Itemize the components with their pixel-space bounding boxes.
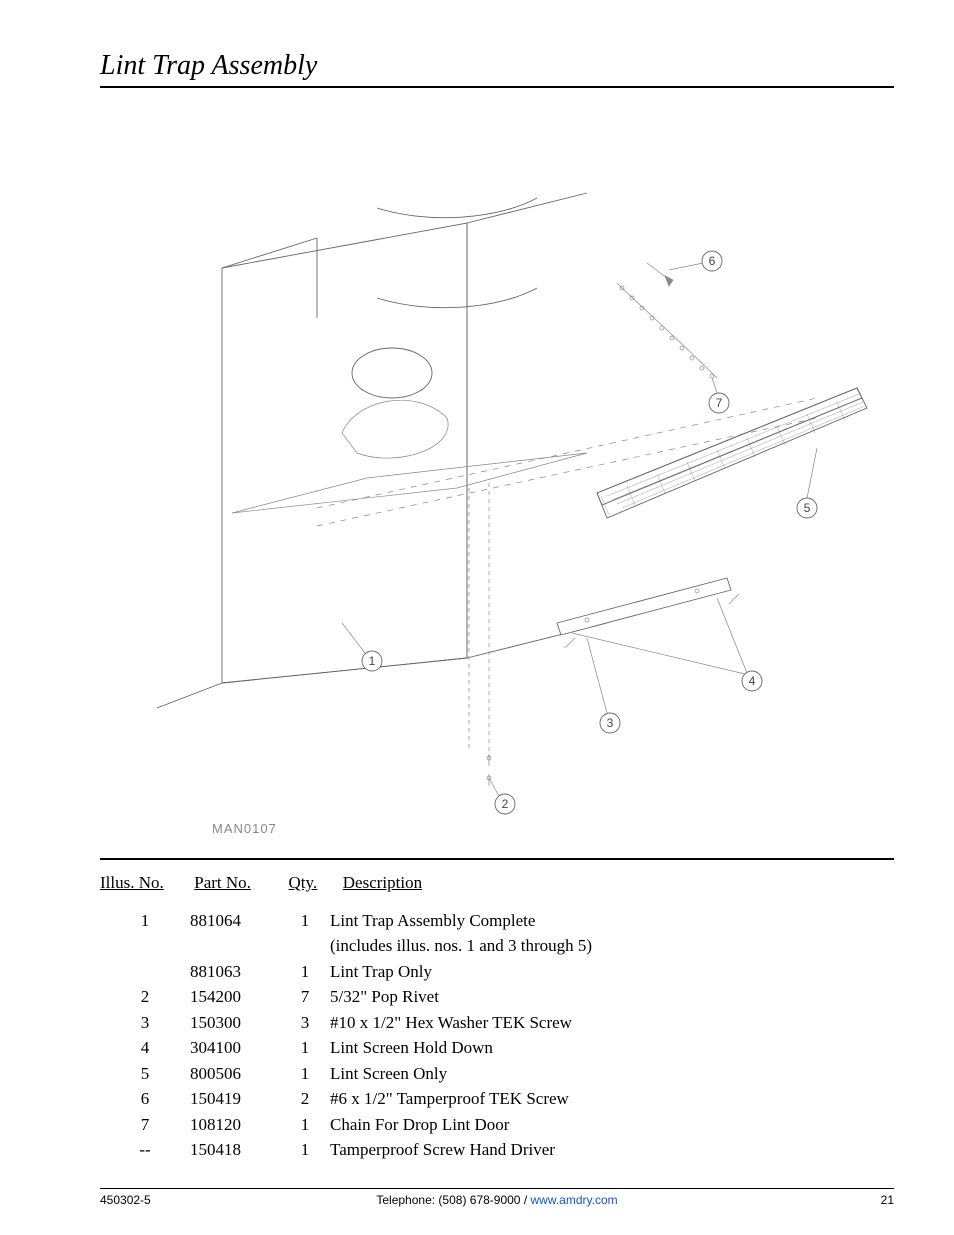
hdr-desc: Description	[343, 870, 823, 896]
page-footer: 450302-5 Telephone: (508) 678-9000 / www…	[100, 1188, 894, 1207]
footer-link[interactable]: www.amdry.com	[531, 1193, 618, 1207]
cell-illus: 5	[100, 1061, 190, 1087]
svg-text:6: 6	[709, 254, 716, 268]
cell-illus: 7	[100, 1112, 190, 1138]
svg-text:7: 7	[716, 396, 723, 410]
cell-desc: Lint Trap Only	[330, 959, 810, 985]
table-row: 8810631Lint Trap Only	[100, 959, 894, 985]
cell-qty: 7	[280, 984, 330, 1010]
hdr-qty: Qty.	[289, 870, 339, 896]
cell-part: 108120	[190, 1112, 280, 1138]
footer-phone: (508) 678-9000	[438, 1193, 520, 1207]
table-row: (includes illus. nos. 1 and 3 through 5)	[100, 933, 894, 959]
cell-illus: 6	[100, 1086, 190, 1112]
cell-illus: 3	[100, 1010, 190, 1036]
cell-part: 304100	[190, 1035, 280, 1061]
table-row: 71081201Chain For Drop Lint Door	[100, 1112, 894, 1138]
cell-part: 150300	[190, 1010, 280, 1036]
cell-desc: Chain For Drop Lint Door	[330, 1112, 810, 1138]
cell-qty: 3	[280, 1010, 330, 1036]
footer-sep: /	[524, 1193, 531, 1207]
cell-qty: 1	[280, 959, 330, 985]
hdr-illus: Illus. No.	[100, 870, 190, 896]
svg-text:3: 3	[607, 716, 614, 730]
callout-7: 7	[709, 378, 729, 413]
table-header-row: Illus. No. Part No. Qty. Description	[100, 870, 894, 896]
cell-qty: 1	[280, 1137, 330, 1163]
svg-text:1: 1	[369, 654, 376, 668]
parts-table: Illus. No. Part No. Qty. Description 188…	[100, 858, 894, 1163]
cell-qty: 2	[280, 1086, 330, 1112]
callout-5: 5	[797, 448, 817, 518]
cell-qty: 1	[280, 908, 330, 934]
cell-desc: 5/32" Pop Rivet	[330, 984, 810, 1010]
cell-qty: 1	[280, 1061, 330, 1087]
cell-illus: 4	[100, 1035, 190, 1061]
cell-part: 150418	[190, 1137, 280, 1163]
cell-desc: Lint Screen Hold Down	[330, 1035, 810, 1061]
footer-phone-label: Telephone:	[376, 1193, 435, 1207]
cell-part: 150419	[190, 1086, 280, 1112]
table-row: 215420075/32" Pop Rivet	[100, 984, 894, 1010]
cell-illus: --	[100, 1137, 190, 1163]
table-row: 61504192#6 x 1/2" Tamperproof TEK Screw	[100, 1086, 894, 1112]
svg-text:2: 2	[502, 797, 509, 811]
callout-1: 1	[342, 623, 382, 671]
hdr-part: Part No.	[194, 870, 284, 896]
cell-part: 881063	[190, 959, 280, 985]
table-row: 31503003#10 x 1/2" Hex Washer TEK Screw	[100, 1010, 894, 1036]
table-row: 58005061Lint Screen Only	[100, 1061, 894, 1087]
page-title: Lint Trap Assembly	[100, 50, 894, 88]
callout-3: 3	[587, 638, 620, 733]
cell-qty: 1	[280, 1112, 330, 1138]
table-row: 43041001Lint Screen Hold Down	[100, 1035, 894, 1061]
cell-desc: Lint Screen Only	[330, 1061, 810, 1087]
callouts: 1 2 3 4	[342, 251, 817, 814]
cell-desc: Lint Trap Assembly Complete	[330, 908, 810, 934]
table-row: 18810641Lint Trap Assembly Complete	[100, 908, 894, 934]
table-row: --1504181Tamperproof Screw Hand Driver	[100, 1137, 894, 1163]
callout-6: 6	[669, 251, 722, 271]
cell-illus: 2	[100, 984, 190, 1010]
diagram-id: MAN0107	[212, 821, 277, 836]
cell-part: 800506	[190, 1061, 280, 1087]
exploded-diagram: 1 2 3 4	[100, 118, 894, 838]
callout-2: 2	[489, 778, 515, 814]
cell-qty: 1	[280, 1035, 330, 1061]
cell-desc: #10 x 1/2" Hex Washer TEK Screw	[330, 1010, 810, 1036]
cell-part: 154200	[190, 984, 280, 1010]
cell-desc-cont: (includes illus. nos. 1 and 3 through 5)	[330, 933, 810, 959]
cell-part: 881064	[190, 908, 280, 934]
cell-illus: 1	[100, 908, 190, 934]
cell-desc: Tamperproof Screw Hand Driver	[330, 1137, 810, 1163]
cell-desc: #6 x 1/2" Tamperproof TEK Screw	[330, 1086, 810, 1112]
svg-text:4: 4	[749, 674, 756, 688]
svg-text:5: 5	[804, 501, 811, 515]
